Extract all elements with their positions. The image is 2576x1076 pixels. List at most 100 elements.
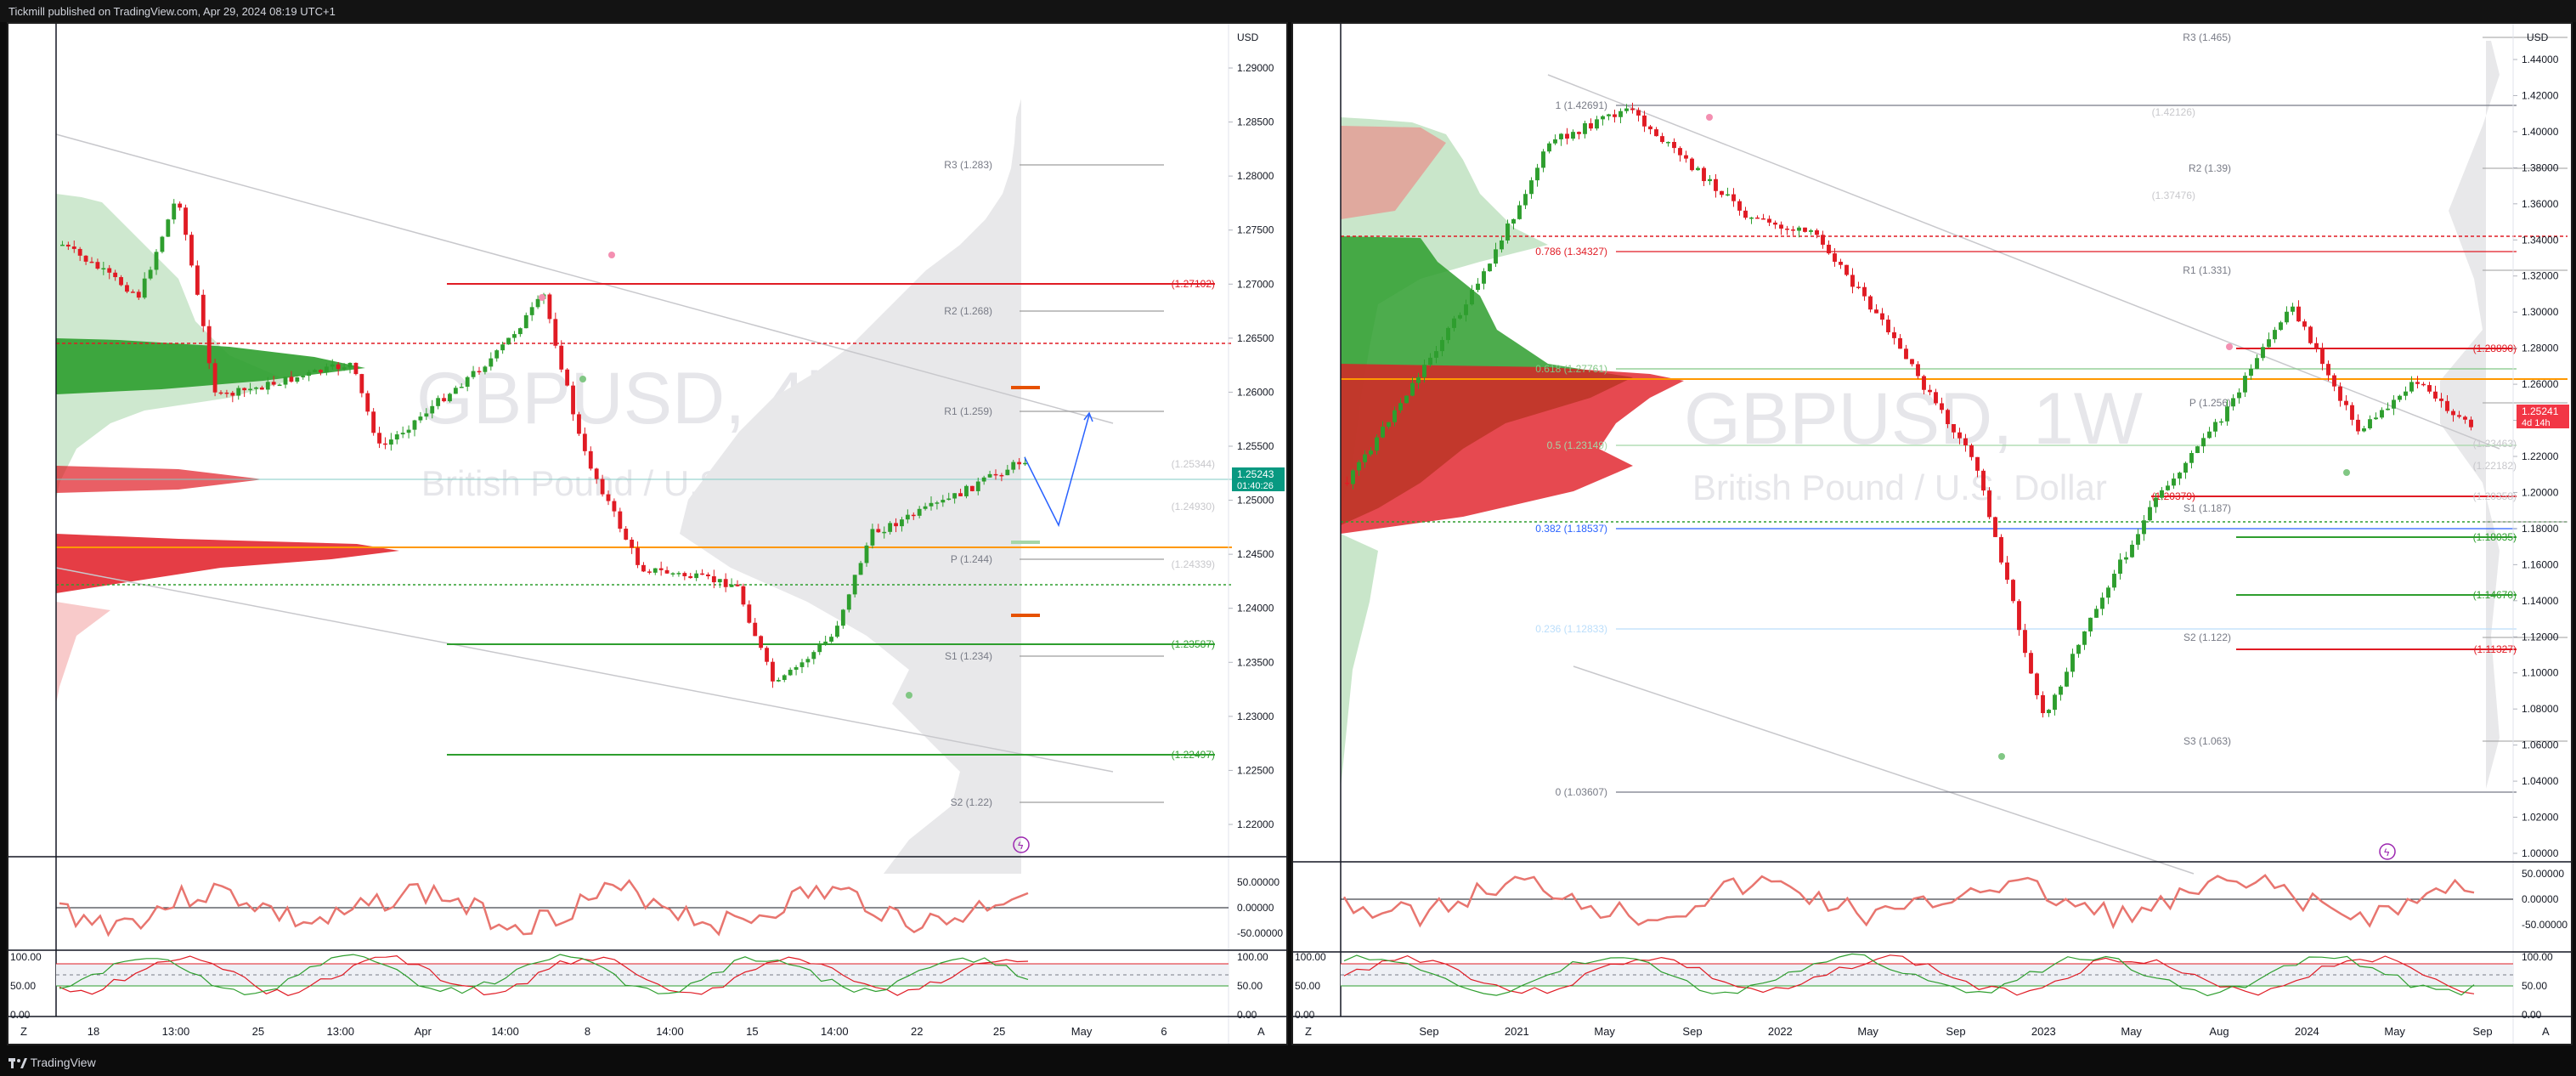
candle-body bbox=[706, 574, 710, 577]
price-tick: 1.26000 bbox=[2522, 378, 2559, 390]
price-tick: 1.38000 bbox=[2522, 161, 2559, 173]
stoch-tick: 100.00 bbox=[2522, 951, 2553, 963]
candle-body bbox=[1583, 123, 1587, 134]
candle-body bbox=[1434, 351, 1438, 358]
candle-body bbox=[1797, 227, 1801, 231]
candle-body bbox=[1761, 218, 1765, 220]
candle-body bbox=[1565, 133, 1569, 139]
candle-body bbox=[2356, 419, 2360, 432]
stochastic-pane[interactable]: 100.00 50.00 0.00 100.00 50.00 0.00 bbox=[10, 951, 1268, 1021]
auto-scale-button[interactable]: A bbox=[1257, 1025, 1265, 1038]
svg-text:ϟ: ϟ bbox=[2384, 847, 2390, 858]
tradingview-logo-icon[interactable]: TradingView bbox=[8, 1056, 96, 1069]
price-axis[interactable]: 1.29000 1.28500 1.28000 1.27500 1.27000 1.265… bbox=[1229, 62, 1274, 830]
candle-body bbox=[799, 662, 805, 667]
candle-body bbox=[1737, 201, 1742, 211]
price-tick: 1.18000 bbox=[2522, 523, 2559, 535]
time-axis[interactable]: 18 13:00 25 13:00 Apr 14:00 8 14:00 15 14:00 22 25 M… bbox=[88, 1025, 1167, 1038]
fib-label: 0.786 (1.34327) bbox=[1535, 246, 1607, 258]
candle-body bbox=[1666, 141, 1670, 144]
candle-body bbox=[900, 519, 904, 527]
candle-body bbox=[1952, 423, 1956, 433]
candle-body bbox=[2035, 673, 2039, 695]
lightning-icon[interactable] bbox=[1013, 836, 1030, 853]
osc-tick: -50.00000 bbox=[2522, 919, 2568, 931]
candle-body bbox=[535, 298, 540, 308]
candle-body bbox=[987, 473, 992, 478]
lightning-icon[interactable] bbox=[2379, 843, 2396, 860]
candle-body bbox=[765, 648, 769, 662]
candle-body bbox=[1868, 296, 1873, 310]
projection-path[interactable] bbox=[1024, 414, 1090, 528]
price-tick: 1.24000 bbox=[1237, 603, 1274, 614]
oscillator-pane[interactable]: 50.00000 0.00000 -50.00000 bbox=[1341, 868, 2568, 931]
candle-body bbox=[1708, 178, 1712, 182]
candle-body bbox=[1714, 178, 1718, 191]
pivot-label: S1 (1.187) bbox=[2183, 502, 2231, 514]
level-label-1-23587: (1.23587) bbox=[1172, 638, 1215, 650]
stoch-left-tick: 50.00 bbox=[1295, 980, 1320, 992]
time-axis[interactable]: Sep 2021 May Sep 2022 May Sep 2023 May Aug 2024 May… bbox=[1419, 1025, 2492, 1038]
time-tick: May bbox=[1857, 1025, 1878, 1038]
price-tick: 1.36000 bbox=[2522, 198, 2559, 210]
chart-4h-svg[interactable]: GBPUSD, 4h British Pound / U.S. Dollar R… bbox=[8, 24, 1286, 1044]
candle-body bbox=[160, 236, 165, 252]
signal-dot bbox=[906, 692, 912, 699]
svg-text:ϟ: ϟ bbox=[1018, 840, 1024, 852]
candle-body bbox=[823, 641, 828, 645]
volume-profile-session bbox=[56, 194, 399, 704]
candle-body bbox=[1678, 148, 1682, 156]
chart-panel-1w[interactable]: GBPUSD, 1W British Pound / U.S. Dollar 1… bbox=[1291, 22, 2573, 1045]
chart-1w-svg[interactable]: GBPUSD, 1W British Pound / U.S. Dollar 1… bbox=[1293, 24, 2571, 1044]
candle-body bbox=[206, 326, 212, 364]
candle-body bbox=[1749, 217, 1754, 219]
price-tick: 1.34000 bbox=[2522, 234, 2559, 246]
pivot-label: R3 (1.465) bbox=[2183, 31, 2231, 43]
projection-arrowhead-icon bbox=[1083, 411, 1093, 422]
time-tick: Sep bbox=[1419, 1025, 1438, 1038]
candle-body bbox=[1779, 224, 1783, 229]
price-tick: 1.28000 bbox=[1237, 170, 1274, 182]
time-tick: Sep bbox=[1946, 1025, 1965, 1038]
candle-body bbox=[829, 637, 833, 642]
time-tick: May bbox=[1594, 1025, 1615, 1038]
candle-body bbox=[840, 609, 845, 626]
candle-body bbox=[846, 594, 851, 610]
price-axis[interactable]: 1.44000 1.42000 1.40000 1.38000 1.36000 1.340… bbox=[2513, 54, 2559, 859]
candle-body bbox=[2065, 671, 2069, 687]
candle-body bbox=[2219, 421, 2223, 423]
stoch-tick: 50.00 bbox=[2522, 980, 2547, 992]
candle-body bbox=[1023, 462, 1027, 465]
candle-body bbox=[2118, 559, 2122, 575]
candle-body bbox=[2267, 339, 2271, 348]
stochastic-pane[interactable]: 100.00 50.00 0.00 100.00 50.00 0.00 bbox=[1295, 951, 2553, 1021]
candle-body bbox=[212, 363, 217, 393]
fib-label: 0.236 (1.12833) bbox=[1535, 623, 1607, 635]
candle-body bbox=[723, 579, 728, 587]
candlestick-series bbox=[1345, 102, 2473, 718]
candle-body bbox=[1821, 235, 1825, 245]
candle-body bbox=[60, 244, 65, 246]
zoom-button[interactable]: Z bbox=[20, 1025, 27, 1038]
trendline-lower[interactable] bbox=[55, 567, 1114, 773]
candle-body bbox=[1494, 249, 1498, 264]
candle-body bbox=[612, 501, 617, 512]
candle-body bbox=[917, 508, 922, 516]
candle-body bbox=[189, 235, 194, 266]
candle-body bbox=[670, 573, 675, 575]
candle-body bbox=[1946, 410, 1950, 424]
pivot-r1-label: R1 (1.259) bbox=[944, 405, 992, 417]
candle-body bbox=[2296, 306, 2301, 322]
candle-body bbox=[1363, 454, 1367, 462]
candle-body bbox=[265, 382, 270, 390]
candle-body bbox=[1726, 194, 1730, 196]
chart-panel-4h[interactable]: GBPUSD, 4h British Pound / U.S. Dollar R… bbox=[7, 22, 1288, 1045]
oscillator-pane[interactable]: 50.00000 0.00000 -50.00000 bbox=[56, 876, 1283, 939]
level-label: (1.14670) bbox=[2473, 589, 2517, 601]
candle-body bbox=[2469, 419, 2473, 428]
zoom-button[interactable]: Z bbox=[1305, 1025, 1312, 1038]
volume-profile-visible-range bbox=[680, 99, 1021, 874]
trendline-upper[interactable] bbox=[55, 133, 1114, 424]
marker-green bbox=[1011, 541, 1040, 544]
auto-scale-button[interactable]: A bbox=[2542, 1025, 2550, 1038]
